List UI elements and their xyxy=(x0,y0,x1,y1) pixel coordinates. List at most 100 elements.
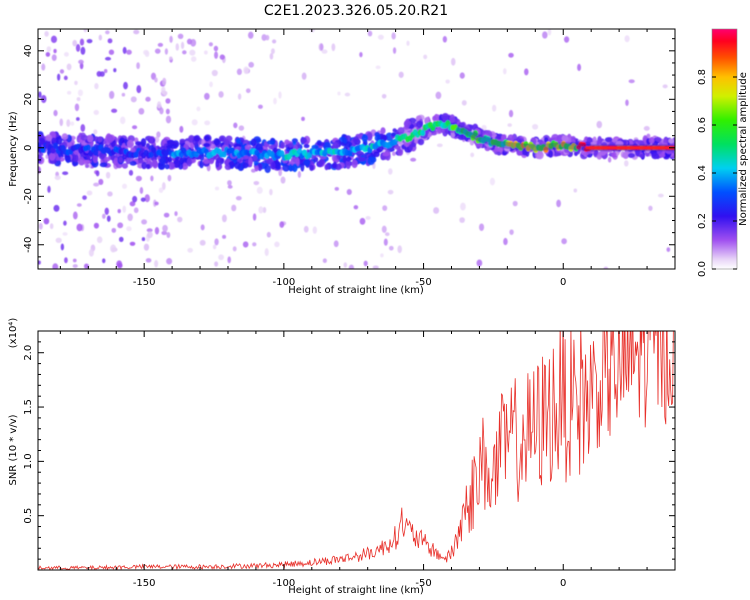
heatmap-speckle xyxy=(70,121,75,126)
heatmap-speckle xyxy=(38,260,41,265)
snr-x-axis-label: Height of straight line (km) xyxy=(288,585,424,596)
heatmap-speckle xyxy=(392,151,396,156)
heatmap-cell xyxy=(373,151,380,158)
heatmap-cell xyxy=(331,163,337,169)
heatmap-speckle xyxy=(159,107,164,115)
heatmap-speckle xyxy=(50,35,57,44)
heatmap-speckle xyxy=(129,201,136,207)
heatmap-speckle xyxy=(243,66,250,75)
spectrogram-panel: -150 -100 -50 0 -40 -20 0 20 40 Height of strai… xyxy=(8,28,676,296)
heatmap-speckle xyxy=(126,49,132,55)
heatmap-cell xyxy=(295,157,300,167)
heatmap-speckle xyxy=(86,190,93,196)
heatmap-cell xyxy=(507,134,515,142)
heatmap-speckle xyxy=(227,256,231,264)
heatmap-speckle xyxy=(96,236,103,244)
heatmap-cell xyxy=(203,142,211,148)
heatmap-speckle xyxy=(381,93,387,99)
heatmap-speckle xyxy=(102,213,106,219)
heatmap-cell xyxy=(416,120,424,129)
heatmap-speckle xyxy=(64,257,68,264)
heatmap-speckle xyxy=(460,202,466,211)
heatmap-speckle xyxy=(271,39,277,44)
heatmap-speckle xyxy=(162,77,167,86)
heatmap-speckle xyxy=(164,48,169,55)
heatmap-cell xyxy=(253,160,258,167)
heatmap-speckle xyxy=(141,219,148,225)
heatmap-speckle xyxy=(93,109,100,115)
heatmap-speckle xyxy=(154,201,159,206)
heatmap-speckle xyxy=(346,189,352,196)
heatmap-cell xyxy=(599,150,607,156)
heatmap-speckle xyxy=(66,90,72,95)
heatmap-speckle xyxy=(179,125,184,133)
heatmap-speckle xyxy=(138,107,145,115)
heatmap-speckle xyxy=(186,38,193,45)
heatmap-speckle xyxy=(381,225,387,233)
heatmap-cell xyxy=(382,151,390,157)
heatmap-speckle xyxy=(63,51,69,57)
heatmap-speckle xyxy=(59,69,65,74)
heatmap-speckle xyxy=(509,229,514,236)
heatmap-cell xyxy=(234,161,241,170)
heatmap-speckle xyxy=(459,72,465,79)
heatmap-speckle xyxy=(508,52,514,58)
heatmap-cell xyxy=(255,143,264,152)
heatmap-speckle xyxy=(189,49,196,56)
heatmap-speckle xyxy=(398,71,404,78)
heatmap-cell xyxy=(324,164,329,171)
heatmap-speckle xyxy=(94,82,99,90)
heatmap-speckle xyxy=(214,51,219,59)
heatmap-speckle xyxy=(321,49,328,54)
y-tick-label: 1.5 xyxy=(23,399,34,415)
heatmap-cell xyxy=(548,150,554,158)
heatmap-speckle xyxy=(219,54,225,60)
heatmap-speckle xyxy=(80,124,86,132)
heatmap-cell xyxy=(73,153,79,163)
heatmap-speckle xyxy=(278,169,283,177)
heatmap-speckle xyxy=(214,238,219,246)
heatmap-speckle xyxy=(233,122,238,129)
heatmap-speckle xyxy=(180,41,185,50)
heatmap-cell xyxy=(282,164,290,172)
heatmap-speckle xyxy=(59,118,64,127)
heatmap-cell xyxy=(179,156,185,166)
heatmap-cell xyxy=(254,165,259,172)
heatmap-speckle xyxy=(406,40,410,46)
heatmap-speckle xyxy=(218,91,224,98)
heatmap-cell xyxy=(218,135,226,142)
heatmap-speckle xyxy=(388,168,393,175)
heatmap-speckle xyxy=(596,120,603,129)
heatmap-speckle xyxy=(85,163,90,169)
heatmap-cell xyxy=(148,136,154,144)
heatmap-speckle xyxy=(165,98,171,104)
heatmap-speckle xyxy=(95,170,100,177)
heatmap-speckle xyxy=(154,48,161,54)
heatmap-speckle xyxy=(301,72,307,80)
heatmap-speckle xyxy=(561,238,567,245)
heatmap-cell xyxy=(409,124,415,130)
heatmap-speckle xyxy=(77,89,83,97)
heatmap-cell xyxy=(99,162,108,168)
heatmap-speckle xyxy=(57,73,61,81)
heatmap-speckle xyxy=(470,152,475,158)
heatmap-speckle xyxy=(235,196,242,201)
y-tick-label: 2.0 xyxy=(23,345,34,361)
heatmap-speckle xyxy=(128,169,134,176)
heatmap-cell xyxy=(250,138,257,147)
heatmap-cell xyxy=(583,151,589,156)
heatmap-layer xyxy=(38,29,675,269)
heatmap-speckle xyxy=(54,175,61,181)
heatmap-cell xyxy=(126,139,134,149)
heatmap-cell xyxy=(417,138,425,146)
heatmap-cell xyxy=(181,162,189,170)
snr-series-line xyxy=(38,331,674,570)
heatmap-cell xyxy=(120,137,125,144)
heatmap-speckle xyxy=(118,236,124,242)
heatmap-cell xyxy=(316,140,322,146)
y-tick-label: 0 xyxy=(23,145,34,151)
heatmap-cell xyxy=(38,156,43,161)
heatmap-cell xyxy=(236,138,241,144)
heatmap-cell xyxy=(140,138,147,147)
